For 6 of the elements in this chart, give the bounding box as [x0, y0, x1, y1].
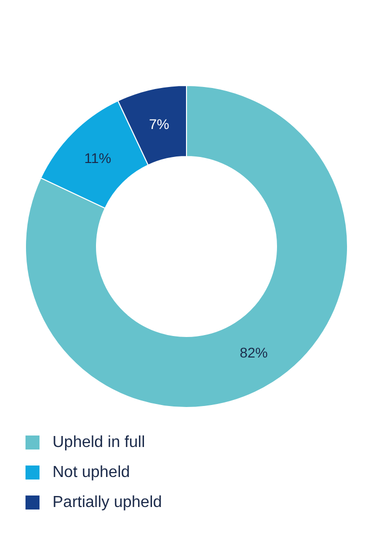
legend-label: Upheld in full — [52, 434, 145, 451]
data-label: 11% — [84, 150, 112, 166]
legend-label: Partially upheld — [52, 494, 162, 511]
data-label: 7% — [149, 116, 170, 132]
legend-label: Not upheld — [52, 464, 130, 481]
data-label: 82% — [240, 344, 268, 360]
